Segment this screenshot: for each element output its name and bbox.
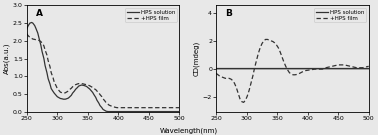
- Text: A: A: [36, 9, 43, 18]
- HPS solution: [106, 111, 110, 112]
- +HPS film: [263, 39, 268, 40]
- +HPS film: [177, 107, 181, 109]
- HPS solution: [260, 68, 264, 69]
- +HPS film: [242, 102, 246, 103]
- HPS solution: [177, 111, 181, 112]
- HPS solution: [93, 97, 98, 98]
- HPS solution: [248, 68, 252, 69]
- +HPS film: [324, 67, 328, 69]
- HPS solution: [366, 68, 371, 69]
- HPS solution: [119, 111, 124, 112]
- +HPS film: [116, 107, 121, 109]
- Legend: HPS solution, +HPS film: HPS solution, +HPS film: [314, 8, 366, 22]
- +HPS film: [134, 107, 139, 109]
- +HPS film: [147, 107, 151, 109]
- HPS solution: [263, 68, 267, 69]
- +HPS film: [320, 68, 325, 70]
- HPS solution: [363, 68, 368, 69]
- +HPS film: [115, 107, 119, 109]
- +HPS film: [348, 65, 353, 67]
- Text: B: B: [225, 9, 232, 18]
- Line: HPS solution: HPS solution: [27, 22, 179, 112]
- +HPS film: [333, 65, 338, 66]
- HPS solution: [25, 28, 29, 30]
- Y-axis label: Abs(a.u.): Abs(a.u.): [3, 43, 10, 74]
- HPS solution: [324, 68, 328, 69]
- Line: +HPS film: +HPS film: [216, 39, 369, 102]
- HPS solution: [214, 68, 218, 69]
- HPS solution: [150, 111, 154, 112]
- +HPS film: [91, 88, 96, 89]
- Line: +HPS film: +HPS film: [27, 34, 179, 108]
- HPS solution: [138, 111, 142, 112]
- +HPS film: [25, 33, 29, 35]
- Legend: HPS solution, +HPS film: HPS solution, +HPS film: [125, 8, 177, 22]
- +HPS film: [327, 66, 332, 68]
- +HPS film: [214, 72, 218, 74]
- HPS solution: [159, 111, 163, 112]
- Y-axis label: CD(mdeg): CD(mdeg): [194, 41, 200, 76]
- HPS solution: [102, 110, 107, 111]
- HPS solution: [29, 22, 34, 23]
- +HPS film: [366, 65, 371, 67]
- Text: Wavelength(nm): Wavelength(nm): [160, 127, 218, 134]
- HPS solution: [314, 68, 319, 69]
- +HPS film: [156, 107, 160, 109]
- +HPS film: [101, 98, 105, 100]
- +HPS film: [225, 77, 229, 79]
